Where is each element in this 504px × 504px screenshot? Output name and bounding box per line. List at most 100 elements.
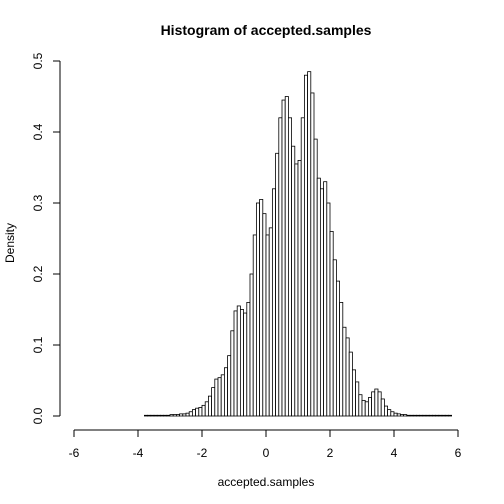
- y-axis-label: Density: [3, 223, 17, 263]
- histogram-bar: [196, 408, 199, 416]
- histogram-bar: [285, 97, 288, 417]
- histogram-bar: [224, 368, 227, 416]
- y-tick-label: 0.4: [31, 123, 45, 140]
- histogram-bar: [269, 228, 272, 416]
- histogram-bar: [272, 189, 275, 416]
- x-tick-label: 0: [263, 446, 270, 460]
- histogram-bar: [320, 189, 323, 416]
- histogram-bar: [445, 415, 448, 416]
- histogram-bar: [228, 356, 231, 416]
- histogram-bar: [314, 139, 317, 416]
- y-tick-label: 0.3: [31, 194, 45, 211]
- histogram-bar: [372, 392, 375, 416]
- histogram-bar: [381, 399, 384, 416]
- histogram-bar: [205, 402, 208, 416]
- histogram-bar: [400, 415, 403, 416]
- histogram-bar: [292, 146, 295, 416]
- histogram-bar: [397, 414, 400, 416]
- x-axis-label: accepted.samples: [218, 475, 315, 489]
- histogram-bar: [324, 182, 327, 416]
- histogram-bar: [288, 118, 291, 416]
- histogram-bar: [365, 402, 368, 416]
- histogram-bar: [317, 178, 320, 416]
- histogram-bar: [199, 407, 202, 416]
- y-axis-ticks: 0.0 0.1 0.2 0.3 0.4 0.5: [31, 52, 60, 424]
- histogram-bar: [333, 260, 336, 416]
- histogram-bar: [420, 415, 423, 416]
- histogram-bar: [263, 214, 266, 416]
- histogram-bar: [391, 412, 394, 416]
- histogram-bar: [244, 313, 247, 416]
- histogram-bar: [279, 118, 282, 416]
- histogram-bar: [436, 415, 439, 416]
- histogram-bar: [298, 160, 301, 416]
- histogram-bar: [394, 413, 397, 416]
- chart-title: Histogram of accepted.samples: [161, 22, 372, 38]
- histogram-bar: [336, 281, 339, 416]
- histogram-bar: [340, 302, 343, 416]
- histogram-bar: [164, 415, 167, 416]
- histogram-bar: [388, 410, 391, 416]
- histogram-bar: [215, 379, 218, 416]
- histogram-bar: [439, 415, 442, 416]
- histogram-bar: [343, 327, 346, 416]
- histogram-bar: [404, 415, 407, 416]
- histogram-bar: [208, 396, 211, 416]
- histogram-bar: [308, 72, 311, 416]
- x-tick-label: 6: [455, 446, 462, 460]
- histogram-bar: [154, 415, 157, 416]
- histogram-bar: [301, 118, 304, 416]
- histogram-bar: [368, 398, 371, 416]
- histogram-bar: [378, 392, 381, 416]
- histogram-bar: [221, 375, 224, 416]
- histogram-bar: [448, 415, 451, 416]
- histogram-bar: [250, 274, 253, 416]
- histogram-bar: [282, 100, 285, 416]
- histogram-bar: [157, 415, 160, 416]
- histogram-bar: [352, 370, 355, 416]
- x-tick-label: 4: [391, 446, 398, 460]
- histogram-bar: [167, 415, 170, 416]
- histogram-bar: [410, 415, 413, 416]
- histogram-bar: [218, 378, 221, 416]
- histogram-bar: [212, 388, 215, 416]
- histogram-bar: [266, 235, 269, 416]
- histogram-bar: [349, 352, 352, 416]
- histogram-bar: [253, 235, 256, 416]
- histogram-bar: [426, 415, 429, 416]
- histogram-bar: [346, 338, 349, 416]
- histogram-bar: [260, 199, 263, 416]
- histogram-bar: [330, 231, 333, 416]
- histogram-bar: [304, 75, 307, 416]
- histogram-bar: [151, 415, 154, 416]
- histogram-bar: [192, 410, 195, 416]
- x-tick-label: 2: [327, 446, 334, 460]
- x-axis-ticks: -6 -4 -2 0 2 4 6: [69, 430, 462, 460]
- histogram-bar: [237, 306, 240, 416]
- y-tick-label: 0.0: [31, 407, 45, 424]
- histogram-bar: [202, 405, 205, 416]
- histogram-bar: [180, 414, 183, 416]
- histogram-bar: [442, 415, 445, 416]
- histogram-bar: [311, 93, 314, 416]
- histogram-bar: [407, 415, 410, 416]
- histogram-bar: [148, 415, 151, 416]
- histogram-bar: [256, 203, 259, 416]
- histogram-bar: [413, 415, 416, 416]
- histogram-bar: [416, 415, 419, 416]
- histogram-bar: [423, 415, 426, 416]
- histogram-bar: [144, 415, 147, 416]
- histogram-bar: [432, 415, 435, 416]
- histogram-bar: [384, 406, 387, 416]
- x-tick-label: -6: [69, 446, 80, 460]
- histogram-bar: [276, 153, 279, 416]
- histogram-bar: [173, 415, 176, 416]
- histogram-bar: [170, 415, 173, 416]
- histogram-bar: [231, 331, 234, 416]
- histogram-bar: [183, 414, 186, 416]
- histogram-bar: [327, 203, 330, 416]
- y-tick-label: 0.1: [31, 336, 45, 353]
- histogram-bar: [189, 412, 192, 416]
- y-tick-label: 0.2: [31, 265, 45, 282]
